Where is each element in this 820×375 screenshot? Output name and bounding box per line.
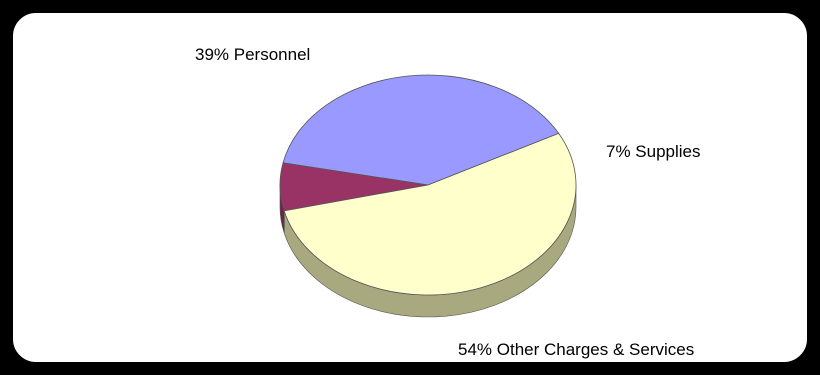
pie-slice-other-charges-services	[283, 132, 577, 296]
slice-label-supplies: 7% Supplies	[606, 142, 701, 161]
pie-slice-personnel	[282, 74, 560, 186]
slice-label-other-charges-services: 54% Other Charges & Services	[458, 340, 695, 359]
pie-top-layer	[279, 74, 577, 296]
slice-label-personnel: 39% Personnel	[195, 45, 311, 64]
